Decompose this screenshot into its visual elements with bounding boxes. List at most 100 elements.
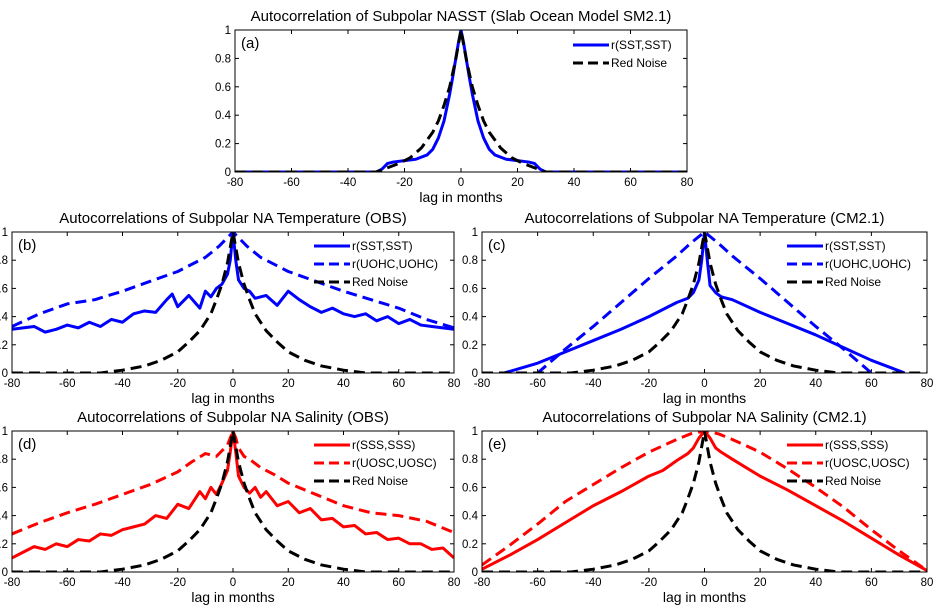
x-tick-label: 80 [681, 177, 694, 189]
x-tick-label: -60 [59, 378, 76, 390]
y-tick-label: 0 [472, 567, 478, 579]
chart-title: Autocorrelations of Subpolar NA Temperat… [525, 210, 885, 227]
x-tick-label: 0 [230, 577, 236, 589]
x-tick-label: -40 [340, 177, 357, 189]
legend-label: r(UOSC,UOSC) [825, 456, 910, 470]
x-tick-label: 60 [865, 577, 878, 589]
series-line [12, 232, 454, 373]
x-tick-label: -40 [585, 577, 602, 589]
chart-title: Autocorrelations of Subpolar NA Salinity… [542, 409, 866, 426]
x-tick-label: -20 [641, 577, 658, 589]
y-tick-label: 1 [2, 426, 8, 438]
x-tick-label: 20 [754, 378, 767, 390]
series-line [503, 232, 906, 373]
x-tick-label: 40 [809, 577, 822, 589]
y-tick-label: 0 [2, 567, 8, 579]
x-tick-label: 60 [624, 177, 637, 189]
x-tick-label: -80 [227, 177, 244, 189]
plot-frame [481, 430, 928, 573]
y-tick-label: 0.6 [215, 82, 231, 94]
chart-panel: Autocorrelations of Subpolar NA Temperat… [462, 210, 933, 406]
x-axis-label: lag in months [663, 390, 746, 406]
y-tick-label: 1 [472, 227, 478, 239]
series-line [482, 431, 927, 572]
x-tick-label: 0 [230, 378, 236, 390]
x-tick-label: 20 [754, 577, 767, 589]
x-tick-label: -20 [396, 177, 413, 189]
series-line [12, 431, 454, 560]
series-line [482, 431, 927, 572]
legend-label: Red Noise [352, 474, 408, 488]
chart-panel: Autocorrelations of Subpolar NA Salinity… [0, 409, 460, 605]
y-tick-label: 0.8 [462, 255, 478, 267]
x-axis-label: lag in months [419, 189, 502, 205]
series-line [482, 232, 927, 373]
y-tick-label: 0 [2, 368, 8, 380]
x-tick-label: -60 [283, 177, 300, 189]
legend-label: r(UOSC,UOSC) [352, 456, 437, 470]
y-tick-label: 0 [472, 368, 478, 380]
y-tick-label: 0.4 [0, 511, 9, 523]
x-tick-label: -40 [114, 577, 131, 589]
y-tick-label: 0.8 [0, 255, 8, 267]
x-tick-label: 80 [921, 577, 934, 589]
y-tick-label: 1 [2, 227, 8, 239]
x-tick-label: 0 [701, 378, 707, 390]
x-tick-label: 20 [511, 177, 524, 189]
series-line [536, 232, 873, 373]
y-tick-label: 0.2 [0, 340, 8, 352]
x-tick-label: -40 [114, 378, 131, 390]
panel-label: (b) [18, 237, 36, 254]
legend-label: r(SST,SST) [352, 239, 413, 253]
legend-label: r(SSS,SSS) [825, 438, 888, 452]
x-tick-label: -80 [4, 577, 21, 589]
legend: r(SST,SST) r(UOHC,UOHC) Red Noise [787, 239, 911, 289]
panel-label: (a) [241, 35, 259, 52]
x-tick-label: -60 [529, 378, 546, 390]
y-tick-label: 0.2 [462, 539, 478, 551]
chart-panel: Autocorrelations of Subpolar NA Temperat… [0, 210, 460, 406]
y-tick-label: 0.6 [0, 482, 8, 494]
legend-label: r(SSS,SSS) [352, 438, 415, 452]
legend-label: r(SST,SST) [825, 239, 886, 253]
x-axis-label: lag in months [191, 390, 274, 406]
x-tick-label: -80 [474, 577, 491, 589]
x-tick-label: 40 [337, 378, 350, 390]
y-tick-label: 0.4 [215, 110, 232, 122]
chart-title: Autocorrelations of Subpolar NA Salinity… [77, 409, 389, 426]
x-tick-label: 60 [392, 577, 405, 589]
x-tick-label: 80 [921, 378, 934, 390]
series-line [12, 431, 454, 572]
x-tick-label: 60 [392, 378, 405, 390]
legend: r(SSS,SSS) r(UOSC,UOSC) Red Noise [314, 438, 437, 488]
panel-label: (d) [18, 436, 36, 453]
x-tick-label: 80 [448, 577, 461, 589]
series-line [482, 431, 927, 572]
y-tick-label: 0.6 [462, 283, 478, 295]
x-tick-label: -20 [169, 577, 186, 589]
y-tick-label: 0.4 [462, 312, 479, 324]
y-tick-label: 0.2 [0, 539, 8, 551]
y-tick-label: 1 [225, 25, 231, 37]
x-tick-label: -20 [641, 378, 658, 390]
y-tick-label: 0.8 [462, 454, 478, 466]
x-tick-label: 20 [282, 577, 295, 589]
x-tick-label: -80 [474, 378, 491, 390]
legend-label: Red Noise [611, 56, 667, 70]
x-tick-label: 40 [809, 378, 822, 390]
y-tick-label: 0.6 [462, 482, 478, 494]
series-line [235, 30, 687, 172]
chart-panel: Autocorrelation of Subpolar NASST (Slab … [215, 8, 693, 205]
y-tick-label: 1 [472, 426, 478, 438]
plot-frame [11, 430, 455, 573]
legend-label: Red Noise [825, 474, 881, 488]
x-tick-label: -20 [169, 378, 186, 390]
legend: r(SST,SST) r(UOHC,UOHC) Red Noise [314, 239, 438, 289]
y-tick-label: 0.2 [462, 340, 478, 352]
chart-panel: Autocorrelations of Subpolar NA Salinity… [462, 409, 933, 605]
y-tick-label: 0.4 [0, 312, 9, 324]
x-tick-label: 80 [448, 378, 461, 390]
legend-label: r(UOHC,UOHC) [352, 257, 438, 271]
x-tick-label: -60 [529, 577, 546, 589]
